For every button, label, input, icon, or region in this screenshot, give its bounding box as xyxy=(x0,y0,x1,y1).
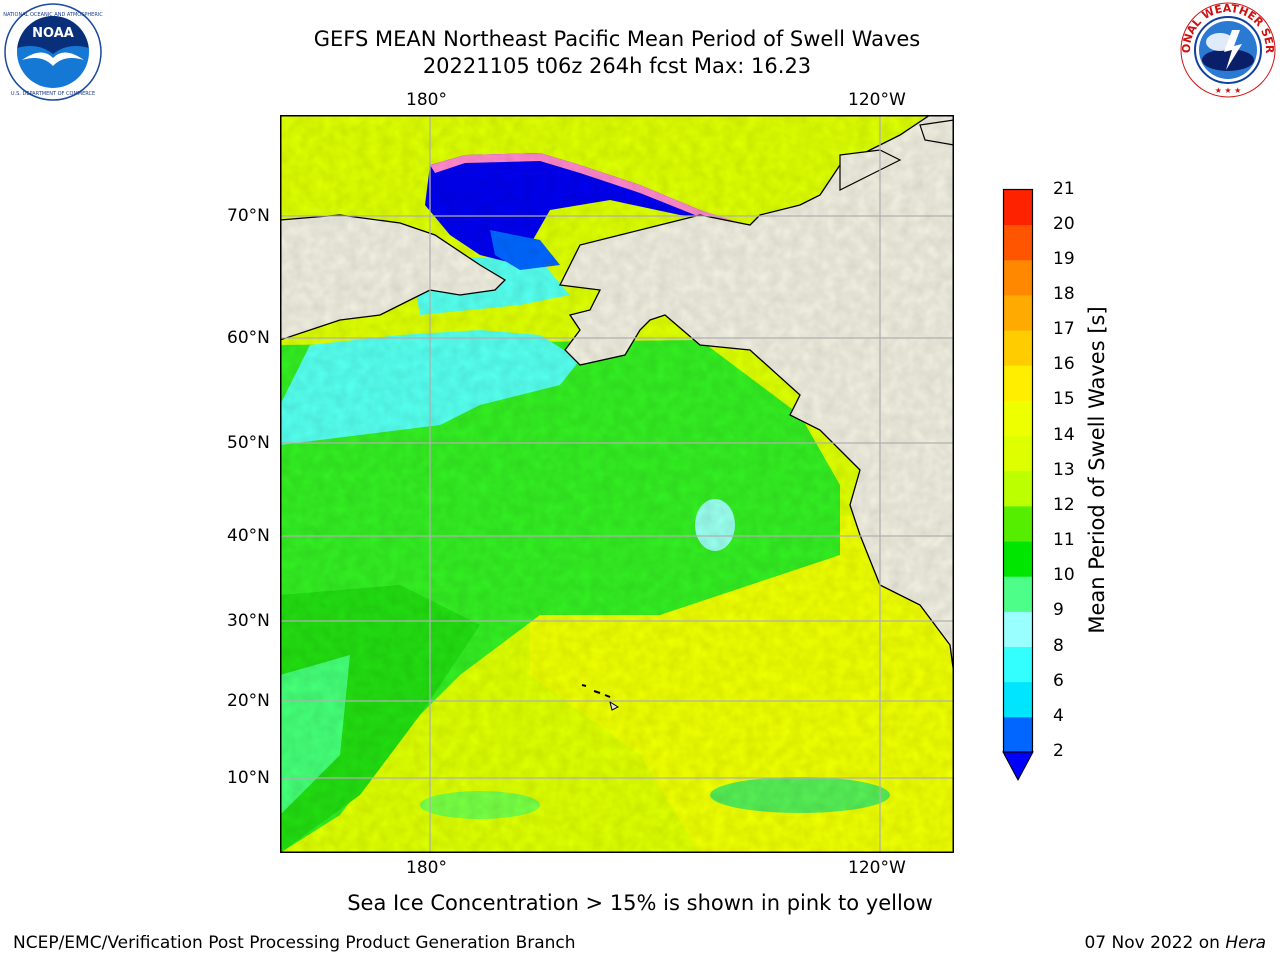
colorbar-cell xyxy=(1003,681,1033,718)
colorbar-tick-label: 20 xyxy=(1053,213,1075,234)
national-weather-service-logo: NATIONAL WEATHER SERVICE ★ ★ ★ xyxy=(1171,0,1280,100)
lon-label-bottom-180: 180° xyxy=(406,858,447,878)
colorbar-title: Mean Period of Swell Waves [s] xyxy=(1085,306,1109,634)
sea-ice-note-text: Sea Ice Concentration > 15% is shown in … xyxy=(347,891,933,915)
colorbar-tick-label: 18 xyxy=(1053,283,1075,304)
colorbar-cell xyxy=(1003,541,1033,577)
footer-date: 07 Nov 2022 on Hera xyxy=(1084,933,1266,953)
lat-label-40n: 40°N xyxy=(227,526,270,546)
colorbar-cell xyxy=(1003,400,1033,437)
colorbar-tick-label: 2 xyxy=(1053,741,1064,761)
colorbar-tick-label: 12 xyxy=(1053,494,1075,515)
lon-label-top-180: 180° xyxy=(406,90,447,110)
lon-label-top-120w: 120°W xyxy=(848,90,906,110)
colorbar-cell xyxy=(1003,294,1033,331)
svg-text:U.S. DEPARTMENT OF COMMERCE: U.S. DEPARTMENT OF COMMERCE xyxy=(11,91,95,97)
colorbar-cell xyxy=(1003,505,1033,542)
colorbar-tick-label: 16 xyxy=(1053,354,1075,375)
lat-label-50n: 50°N xyxy=(227,433,270,453)
colorbar-cell xyxy=(1003,330,1033,366)
colorbar-cell xyxy=(1003,716,1033,753)
map-gridlines xyxy=(280,115,954,853)
footer-branch: NCEP/EMC/Verification Post Processing Pr… xyxy=(13,933,576,953)
colorbar-cell xyxy=(1003,576,1033,612)
lat-label-20n: 20°N xyxy=(227,691,270,711)
swell-period-map xyxy=(280,115,954,853)
colorbar-tick-label: 6 xyxy=(1053,670,1064,691)
sea-ice-note: Sea Ice Concentration > 15% is shown in … xyxy=(0,891,1280,915)
colorbar xyxy=(1002,188,1034,782)
map-frame xyxy=(280,115,954,853)
colorbar-cell xyxy=(1003,224,1033,261)
plot-subtitle: 20221105 t06z 264h fcst Max: 16.23 xyxy=(422,54,812,78)
colorbar-tick-label: 10 xyxy=(1053,565,1075,586)
footer-machine: Hera xyxy=(1225,933,1266,953)
colorbar-cell xyxy=(1003,259,1033,296)
colorbar-tick-label: 19 xyxy=(1053,248,1075,269)
colorbar-tick-label: 4 xyxy=(1053,705,1064,726)
colorbar-cell xyxy=(1003,189,1033,226)
colorbar-extend-arrow xyxy=(1002,751,1034,782)
colorbar-cell xyxy=(1003,365,1033,401)
colorbar-tick-label: 15 xyxy=(1053,389,1075,410)
colorbar-tick-label: 13 xyxy=(1053,459,1075,480)
colorbar-tick-label: 11 xyxy=(1053,530,1075,551)
colorbar-cell xyxy=(1003,646,1033,683)
noaa-logo-text: NOAA xyxy=(32,26,74,41)
lat-label-30n: 30°N xyxy=(227,611,270,631)
colorbar-cell xyxy=(1003,435,1033,472)
svg-text:NATIONAL OCEANIC AND ATMOSPHER: NATIONAL OCEANIC AND ATMOSPHERIC xyxy=(3,12,103,18)
colorbar-tick-label: 21 xyxy=(1053,178,1075,199)
svg-text:★ ★ ★: ★ ★ ★ xyxy=(1215,86,1242,95)
plot-title: GEFS MEAN Northeast Pacific Mean Period … xyxy=(313,27,921,51)
colorbar-tick-label: 14 xyxy=(1053,424,1075,445)
colorbar-tick-label: 8 xyxy=(1053,635,1064,656)
lon-label-bottom-120w: 120°W xyxy=(848,858,906,878)
lat-label-60n: 60°N xyxy=(227,328,270,348)
colorbar-tick-label: 17 xyxy=(1053,319,1075,340)
lat-label-10n: 10°N xyxy=(227,768,270,788)
colorbar-tick-label: 9 xyxy=(1053,600,1064,621)
colorbar-cell xyxy=(1003,470,1033,507)
noaa-logo: NOAA NATIONAL OCEANIC AND ATMOSPHERIC U.… xyxy=(2,2,104,102)
colorbar-cell xyxy=(1003,611,1033,648)
colorbar-frame xyxy=(1002,188,1034,753)
lat-label-70n: 70°N xyxy=(227,206,270,226)
footer-date-text: 07 Nov 2022 on xyxy=(1084,933,1226,953)
